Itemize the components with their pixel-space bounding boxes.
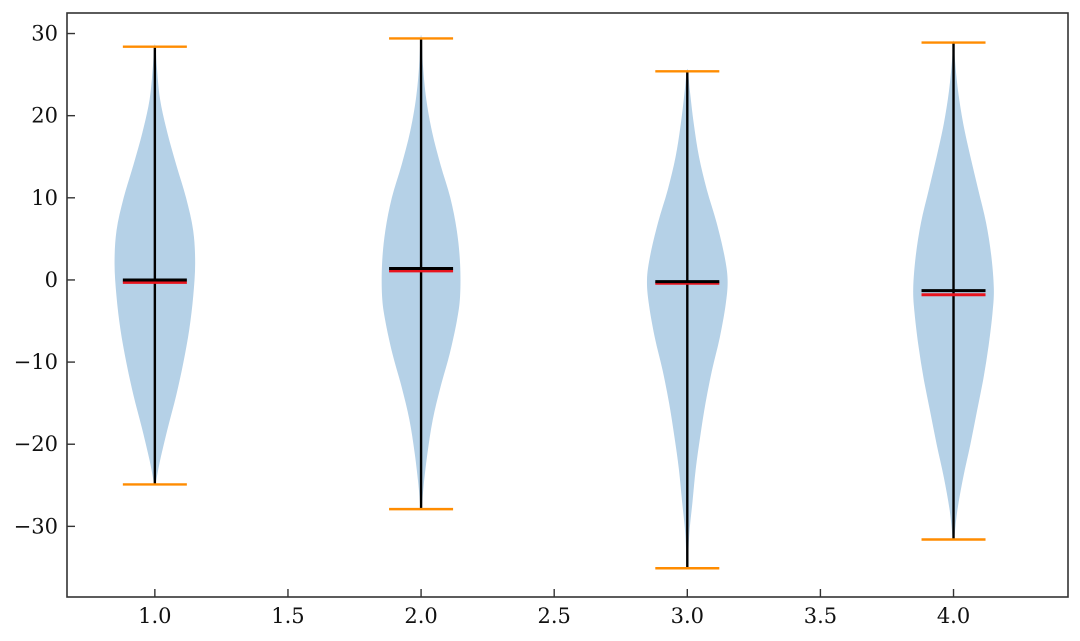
- x-tick-label-2: 1.5: [271, 604, 304, 628]
- y-tick-label-5: −10: [14, 350, 58, 374]
- x-tick-label-7: 4.0: [937, 604, 970, 628]
- y-tick-label-3: 10: [31, 186, 58, 210]
- violin-statistics-layer: [122, 37, 986, 570]
- y-tick-label-1: 30: [31, 22, 58, 46]
- x-tick-label-3: 2.0: [404, 604, 437, 628]
- violin-bodies-layer: [114, 34, 994, 569]
- x-tick-label-5: 3.0: [671, 604, 704, 628]
- x-tick-label-6: 3.5: [804, 604, 837, 628]
- x-tick-label-4: 2.5: [537, 604, 570, 628]
- axis-ticks-layer: 1.0 1.5 2.0 2.5 3.0 3.5 4.0 30 20 10 0 −10 −20 −30: [14, 22, 971, 628]
- y-tick-label-4: 0: [45, 268, 58, 292]
- y-tick-label-7: −30: [14, 514, 58, 538]
- plot-frame: [66, 12, 1069, 598]
- y-tick-label-2: 20: [31, 104, 58, 128]
- x-tick-label-1: 1.0: [138, 604, 171, 628]
- y-tick-label-6: −20: [14, 432, 58, 456]
